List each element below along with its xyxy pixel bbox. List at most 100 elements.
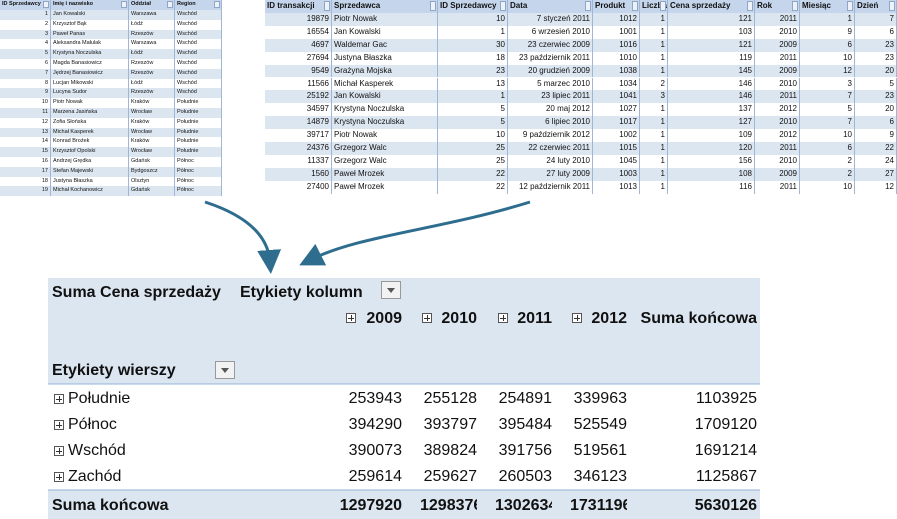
cell: 146 xyxy=(668,90,755,104)
cell: 22 czerwiec 2011 xyxy=(508,142,593,155)
cell: 2011 xyxy=(755,180,800,194)
header-cell: ID Sprzedawcy xyxy=(438,0,508,13)
cell: 5 xyxy=(0,49,51,59)
cell: 6 lipiec 2010 xyxy=(508,116,593,130)
cell: 7 xyxy=(800,90,855,104)
cell: 7 xyxy=(0,68,51,79)
value-cell: 255128 xyxy=(423,390,477,407)
cell: 1 xyxy=(800,13,855,26)
cell: 39717 xyxy=(265,129,332,142)
cell: 16 xyxy=(0,157,51,167)
header-cell: ID transakcji xyxy=(265,0,332,13)
cell: 2011 xyxy=(755,13,800,26)
cell: 1 xyxy=(0,10,51,20)
cell: 23 lipiec 2011 xyxy=(508,90,593,104)
cell: 2011 xyxy=(755,51,800,65)
cell: 11566 xyxy=(265,77,332,91)
cell: 121 xyxy=(668,13,755,26)
expand-button xyxy=(54,420,64,430)
cell: Magda Banasiowicz xyxy=(51,59,129,69)
total-cell: 1731196 xyxy=(570,497,627,514)
cell: 1 xyxy=(438,90,508,104)
cell: 1038 xyxy=(593,64,640,78)
cell: 27400 xyxy=(265,180,332,194)
cell: 108 xyxy=(668,167,755,181)
cell: 1 xyxy=(640,180,668,194)
cell: Wschód xyxy=(175,59,222,69)
expand-button xyxy=(498,313,508,323)
cell: 9 xyxy=(855,129,897,142)
cell: 27694 xyxy=(265,51,332,65)
cell: 10 xyxy=(438,13,508,26)
cell: 3 xyxy=(0,29,51,40)
arrow xyxy=(204,200,282,274)
total-cell: 1302634 xyxy=(495,497,552,514)
cell: Lucjan Mikowski xyxy=(51,78,129,89)
cell: Wschód xyxy=(175,10,222,20)
value-cell: 1125867 xyxy=(695,468,757,485)
total-cell: 1298376 xyxy=(420,497,477,514)
cell: 1010 xyxy=(593,51,640,65)
cell: 12 xyxy=(0,117,51,128)
cell: 14 xyxy=(0,137,51,148)
cell: 22 xyxy=(855,142,897,155)
pivot-row-label: Etykiety wierszy xyxy=(52,362,176,379)
row-label: Południe xyxy=(68,390,131,407)
row-label: Północ xyxy=(68,416,117,433)
cell: 2010 xyxy=(755,77,800,91)
cell: 2010 xyxy=(755,25,800,39)
cell: 20 maj 2012 xyxy=(508,103,593,117)
cell: 1 xyxy=(640,64,668,78)
cell: 103 xyxy=(668,25,755,39)
value-cell: 1691214 xyxy=(694,442,757,459)
cell: 2011 xyxy=(755,90,800,104)
cell: 1 xyxy=(640,13,668,26)
cell: Wrocław xyxy=(129,127,175,138)
filter-button xyxy=(215,361,235,379)
cell: 1015 xyxy=(593,142,640,155)
cell: Zofia Słońska xyxy=(51,117,129,128)
cell: 8 xyxy=(0,78,51,89)
cell: 1 xyxy=(640,154,668,168)
cell: Krystyna Noczulska xyxy=(332,116,438,130)
cell: Łódź xyxy=(129,78,175,89)
header-cell: ID Sprzedawcy xyxy=(0,0,51,10)
cell: Jan Kowalski xyxy=(332,90,438,104)
cell: Krzysztof Opolski xyxy=(51,147,129,157)
cell: 12 xyxy=(800,64,855,78)
cell: 14879 xyxy=(265,116,332,130)
cell: 1002 xyxy=(593,129,640,142)
cell: Paweł Mrozek xyxy=(332,167,438,181)
cell: Michał Kasperek xyxy=(51,127,129,138)
value-cell: 1103925 xyxy=(695,390,757,407)
cell: 1 xyxy=(640,38,668,52)
cell: 109 xyxy=(668,129,755,142)
cell: 120 xyxy=(668,142,755,155)
cell: 5 marzec 2010 xyxy=(508,77,593,91)
value-cell: 254891 xyxy=(498,390,552,407)
cell: 16554 xyxy=(265,25,332,39)
header-cell: Cena sprzedaży xyxy=(668,0,755,13)
cell: Wrocław xyxy=(129,147,175,157)
pivot-total-bg xyxy=(48,490,760,519)
cell: 20 grudzień 2009 xyxy=(508,64,593,78)
cell: 2 xyxy=(800,154,855,168)
cell: Marzena Jasińska xyxy=(51,108,129,118)
cell: 12 xyxy=(855,180,897,194)
cell: Południe xyxy=(175,108,222,118)
cell: 27 luty 2009 xyxy=(508,167,593,181)
cell: 23 czerwiec 2009 xyxy=(508,38,593,52)
cell: 6 xyxy=(800,38,855,52)
cell: 6 xyxy=(855,25,897,39)
cell: 18 xyxy=(438,51,508,65)
cell: 6 xyxy=(800,142,855,155)
value-cell: 259614 xyxy=(348,468,402,485)
cell: 146 xyxy=(668,77,755,91)
cell: Grażyna Mojska xyxy=(332,64,438,78)
cell: 2012 xyxy=(755,103,800,117)
cell: Krystyna Noczulska xyxy=(51,49,129,59)
total-cell: 1297920 xyxy=(339,497,402,514)
cell: 1 xyxy=(438,25,508,39)
cell: 17 xyxy=(0,166,51,177)
cell: Wschód xyxy=(175,68,222,79)
